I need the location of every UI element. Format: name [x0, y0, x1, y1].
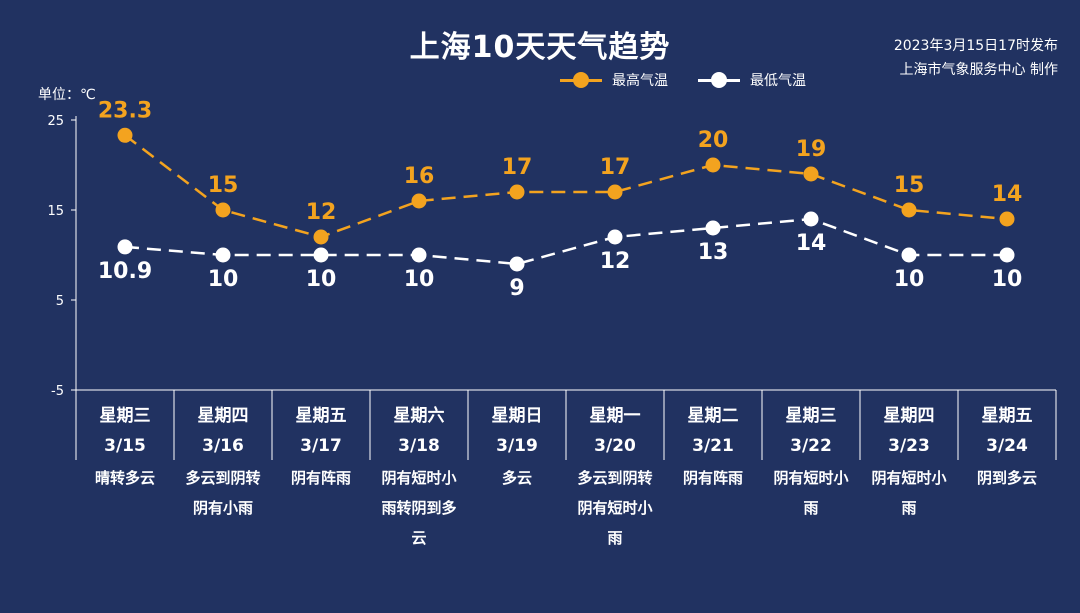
weather-description: 雨 — [803, 499, 818, 517]
low-temp-point — [607, 229, 623, 245]
high-temp-point — [215, 202, 231, 218]
weather-description: 阴有短时小 — [577, 499, 652, 517]
high-temp-point — [607, 184, 623, 200]
date-label: 3/22 — [790, 436, 832, 456]
low-temp-label: 10 — [404, 267, 435, 292]
high-temp-line — [124, 134, 1008, 239]
high-temp-label: 16 — [404, 164, 435, 189]
date-label: 3/19 — [496, 436, 538, 456]
weekday-label: 星期四 — [884, 406, 935, 426]
high-temp-point — [803, 166, 819, 182]
weather-description: 雨转阴到多 — [381, 499, 456, 517]
high-temp-label: 23.3 — [98, 98, 152, 123]
weekday-label: 星期日 — [492, 406, 543, 426]
legend-item-high: 最高气温 — [560, 70, 668, 90]
low-temp-label: 13 — [698, 240, 729, 265]
weekday-label: 星期三 — [786, 406, 837, 426]
high-temp-point — [509, 184, 525, 200]
low-temp-point — [117, 239, 133, 255]
date-label: 3/17 — [300, 436, 342, 456]
high-temp-label: 17 — [502, 155, 533, 180]
weather-description: 多云到阴转 — [577, 469, 652, 487]
date-label: 3/18 — [398, 436, 440, 456]
date-label: 3/16 — [202, 436, 244, 456]
weekday-label: 星期二 — [688, 406, 739, 426]
low-temp-point — [411, 247, 427, 263]
high-temp-label: 15 — [894, 173, 925, 198]
low-temp-point — [509, 256, 525, 272]
weekday-label: 星期六 — [394, 405, 445, 426]
low-temp-point — [901, 247, 917, 263]
weekday-label: 星期一 — [590, 406, 641, 426]
publish-info: 2023年3月15日17时发布 上海市气象服务中心 制作 — [894, 34, 1058, 82]
high-temp-label: 14 — [992, 182, 1023, 207]
weather-description: 雨 — [901, 499, 916, 517]
weather-description: 多云 — [502, 469, 532, 487]
weekday-label: 星期四 — [198, 406, 249, 426]
high-temp-point — [313, 229, 329, 245]
low-temp-label: 9 — [509, 276, 524, 301]
low-temp-point — [999, 247, 1015, 263]
legend-swatch-high — [560, 72, 602, 88]
low-temp-point — [215, 247, 231, 263]
high-temp-label: 15 — [208, 173, 239, 198]
legend-item-low: 最低气温 — [698, 70, 806, 90]
weather-description: 阴有短时小 — [871, 469, 946, 487]
weather-description: 阴有短时小 — [773, 469, 848, 487]
low-temp-label: 12 — [600, 249, 631, 274]
low-temp-label: 10.9 — [98, 259, 152, 284]
weather-description: 雨 — [607, 529, 622, 547]
low-temp-label: 14 — [796, 231, 827, 256]
low-temp-point — [313, 247, 329, 263]
low-temp-line — [124, 217, 1007, 266]
y-tick-label: 5 — [56, 294, 64, 309]
date-label: 3/15 — [104, 436, 146, 456]
weekday-label: 星期五 — [982, 406, 1033, 426]
weather-description: 阴有阵雨 — [291, 469, 351, 487]
low-temp-label: 10 — [306, 267, 337, 292]
high-temp-point — [999, 211, 1015, 227]
y-axis-unit-label: 单位：℃ — [38, 87, 96, 103]
high-temp-point — [411, 193, 427, 209]
low-temp-point — [705, 220, 721, 236]
y-tick-label: -5 — [51, 384, 64, 399]
high-temp-label: 17 — [600, 155, 631, 180]
date-label: 3/20 — [594, 436, 636, 456]
chart-legend: 最高气温 最低气温 — [560, 70, 836, 90]
high-temp-label: 19 — [796, 137, 827, 162]
weather-description: 云 — [411, 529, 426, 547]
publish-date: 2023年3月15日17时发布 — [893, 38, 1058, 54]
weather-description: 阴有小雨 — [193, 499, 253, 517]
weather-description: 阴有阵雨 — [683, 469, 743, 487]
high-temp-point — [117, 127, 133, 143]
legend-swatch-low — [698, 72, 740, 88]
weather-description: 晴转多云 — [95, 469, 155, 487]
publish-source: 上海市气象服务中心 制作 — [899, 62, 1058, 78]
legend-label-high: 最高气温 — [612, 73, 668, 89]
low-temp-point — [803, 211, 819, 227]
low-temp-label: 10 — [208, 267, 239, 292]
low-temp-label: 10 — [894, 267, 925, 292]
y-tick-label: 25 — [47, 114, 64, 129]
low-temp-label: 10 — [992, 267, 1023, 292]
date-label: 3/23 — [888, 436, 930, 456]
high-temp-point — [705, 157, 721, 173]
weather-description: 阴有短时小 — [381, 469, 456, 487]
weather-description: 多云到阴转 — [185, 469, 260, 487]
legend-label-low: 最低气温 — [750, 73, 806, 89]
chart-title: 上海10天天气趋势 — [409, 30, 671, 65]
high-temp-label: 20 — [698, 128, 729, 153]
date-label: 3/21 — [692, 436, 734, 456]
date-label: 3/24 — [986, 436, 1028, 456]
weather-description: 阴到多云 — [977, 469, 1037, 487]
high-temp-point — [901, 202, 917, 218]
high-temp-label: 12 — [306, 200, 337, 225]
weekday-label: 星期五 — [296, 406, 347, 426]
weekday-label: 星期三 — [100, 406, 151, 426]
y-tick-label: 15 — [47, 204, 64, 219]
